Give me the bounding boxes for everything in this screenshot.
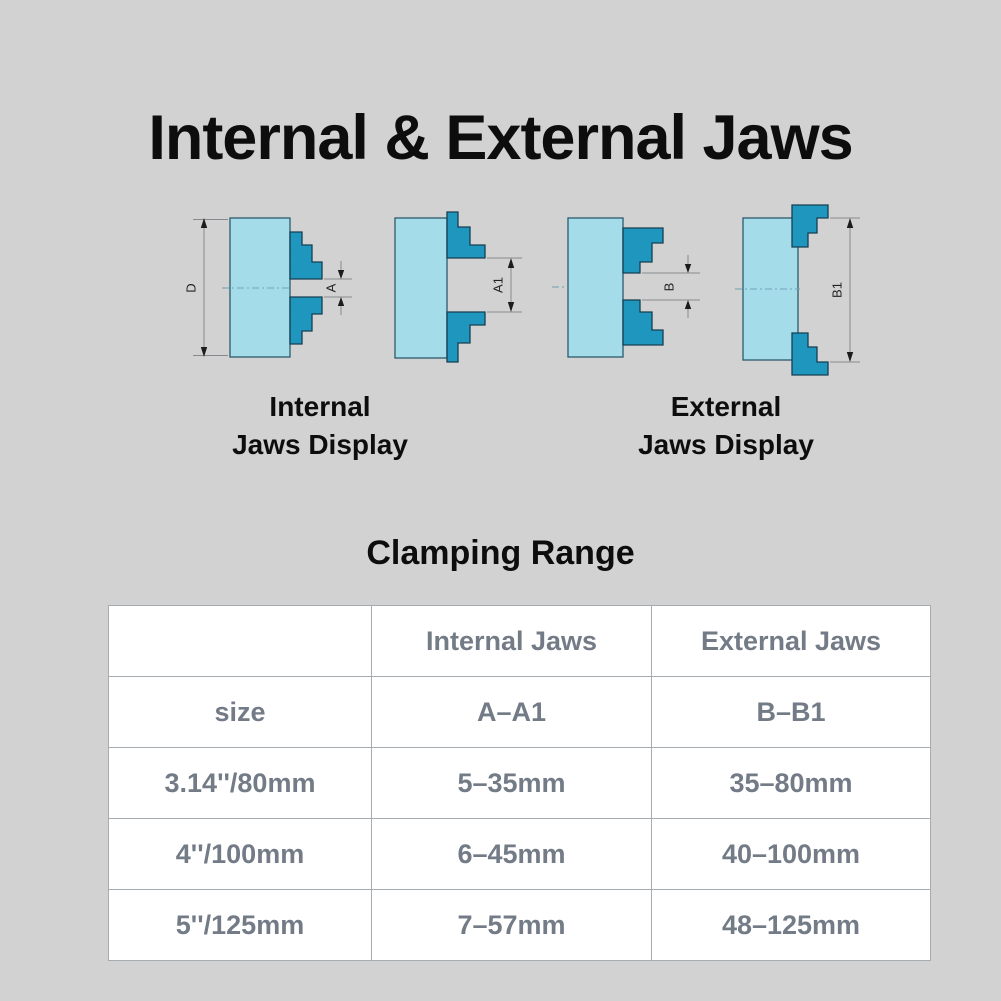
dimension-label-b: B <box>661 283 676 292</box>
b1-arrow-down <box>846 352 854 362</box>
table-row: 4''/100mm 6–45mm 40–100mm <box>108 818 931 890</box>
cell-internal-125mm: 7–57mm <box>371 889 652 961</box>
jaws-diagrams: D A A1 B <box>183 204 860 376</box>
cell-b-b1: B–B1 <box>651 676 931 748</box>
header-cell-external-jaws: External Jaws <box>651 605 931 677</box>
cell-internal-100mm: 6–45mm <box>371 818 652 890</box>
b-arrow-down <box>684 264 692 273</box>
internal-caption-line1: Internal <box>269 391 371 422</box>
clamping-range-table: Internal Jaws External Jaws size A–A1 B–… <box>108 605 931 961</box>
a-arrow-up <box>337 297 345 306</box>
cell-size-80mm: 3.14''/80mm <box>108 747 372 819</box>
internal-jaws-caption: Internal Jaws Display <box>145 388 495 464</box>
cell-external-100mm: 40–100mm <box>651 818 931 890</box>
b1-arrow-up <box>846 218 854 228</box>
chuck-body <box>567 217 624 358</box>
dimension-label-a: A <box>323 283 338 292</box>
header-cell-internal-jaws: Internal Jaws <box>371 605 652 677</box>
external-caption-line2: Jaws Display <box>638 428 814 460</box>
external-jaws-caption: External Jaws Display <box>551 388 901 464</box>
external-caption-line1: External <box>670 391 782 422</box>
d-arrow-up <box>200 218 208 228</box>
bottom-jaw <box>791 332 829 376</box>
diagram-external-jaws-open: B1 <box>735 204 860 376</box>
cell-a-a1: A–A1 <box>371 676 652 748</box>
b-arrow-up <box>684 300 692 309</box>
a1-arrow-down <box>507 302 515 312</box>
cell-external-80mm: 35–80mm <box>651 747 931 819</box>
bottom-jaw <box>622 299 664 346</box>
page-title: Internal & External Jaws <box>148 103 853 174</box>
table-header-row: Internal Jaws External Jaws <box>108 605 931 677</box>
dimension-label-d: D <box>183 283 198 292</box>
table-row: 3.14''/80mm 5–35mm 35–80mm <box>108 747 931 819</box>
dimension-label-a1: A1 <box>490 277 505 293</box>
bottom-jaw <box>446 311 486 363</box>
cell-size-100mm: 4''/100mm <box>108 818 372 890</box>
cell-external-125mm: 48–125mm <box>651 889 931 961</box>
table-row: 5''/125mm 7–57mm 48–125mm <box>108 889 931 961</box>
cell-size-label: size <box>108 676 372 748</box>
a-arrow-down <box>337 270 345 279</box>
header-cell-empty <box>108 605 372 677</box>
chuck-body <box>394 217 448 359</box>
diagram-external-jaws-closed: B <box>552 217 700 358</box>
clamping-range-heading: Clamping Range <box>366 534 635 572</box>
diagram-internal-jaws-open: A1 <box>394 211 522 363</box>
table-row: size A–A1 B–B1 <box>108 676 931 748</box>
diagram-internal-jaws-closed: D A <box>183 217 352 358</box>
top-jaw <box>791 204 829 248</box>
dimension-label-b1: B1 <box>829 282 844 298</box>
d-arrow-down <box>200 347 208 357</box>
top-jaw <box>446 211 486 259</box>
bottom-jaw <box>289 296 323 345</box>
top-jaw <box>289 231 323 280</box>
a1-arrow-up <box>507 258 515 268</box>
top-jaw <box>622 227 664 274</box>
internal-caption-line2: Jaws Display <box>232 428 408 460</box>
cell-size-125mm: 5''/125mm <box>108 889 372 961</box>
cell-internal-80mm: 5–35mm <box>371 747 652 819</box>
